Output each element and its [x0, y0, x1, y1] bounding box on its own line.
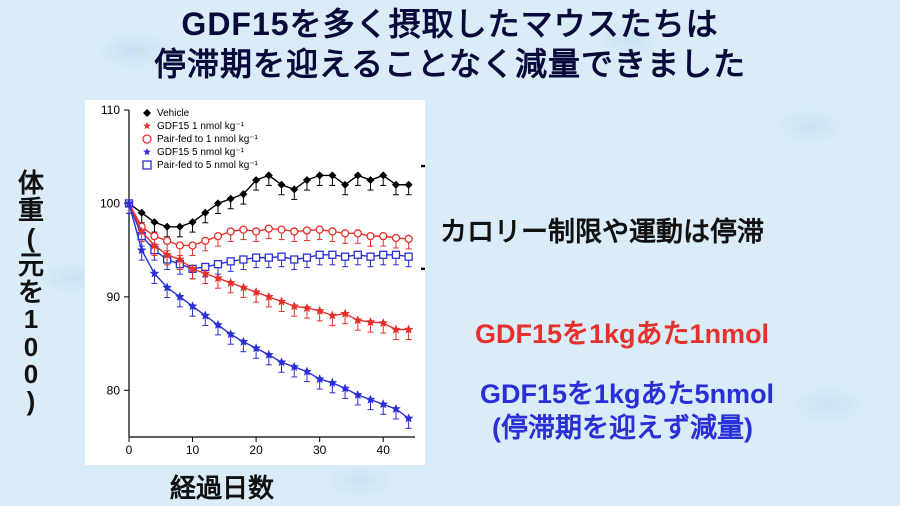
svg-text:Pair-fed to 5 nmol kg⁻¹: Pair-fed to 5 nmol kg⁻¹: [157, 160, 259, 171]
headline-line2: 停滞期を迎えることなく減量できました: [0, 44, 900, 84]
svg-text:GDF15 1 nmol kg⁻¹: GDF15 1 nmol kg⁻¹: [157, 121, 245, 132]
x-axis-label: 経過日数: [170, 468, 274, 505]
svg-text:30: 30: [313, 443, 327, 457]
weight-chart-svg: 0 10 20 30 40 80 90 100 110 Vehicle GDF15 1 nmol k…: [85, 100, 425, 465]
svg-text:80: 80: [107, 383, 121, 397]
y-axis-label: 体重(元を100): [18, 170, 44, 416]
svg-text:0: 0: [126, 443, 133, 457]
svg-text:110: 110: [101, 103, 120, 117]
svg-text:Vehicle: Vehicle: [157, 108, 190, 119]
headline: GDF15を多く摂取したマウスたちは 停滞期を迎えることなく減量できました: [0, 4, 900, 84]
svg-text:40: 40: [377, 443, 391, 457]
annotation-1: GDF15を1kgあた1nmol: [475, 318, 769, 350]
annotation-0: カロリー制限や運動は停滞: [440, 216, 764, 248]
svg-text:Pair-fed to 1 nmol kg⁻¹: Pair-fed to 1 nmol kg⁻¹: [157, 134, 259, 145]
svg-text:GDF15 5 nmol kg⁻¹: GDF15 5 nmol kg⁻¹: [157, 147, 245, 158]
svg-text:90: 90: [107, 290, 121, 304]
svg-text:20: 20: [249, 443, 263, 457]
annotation-2: GDF15を1kgあた5nmol: [480, 378, 774, 410]
headline-line1: GDF15を多く摂取したマウスたちは: [0, 4, 900, 44]
svg-text:10: 10: [186, 443, 200, 457]
svg-text:100: 100: [100, 196, 120, 210]
weight-chart: 0 10 20 30 40 80 90 100 110 Vehicle GDF15 1 nmol k…: [85, 100, 425, 465]
annotation-3: (停滞期を迎えず減量): [492, 412, 753, 444]
